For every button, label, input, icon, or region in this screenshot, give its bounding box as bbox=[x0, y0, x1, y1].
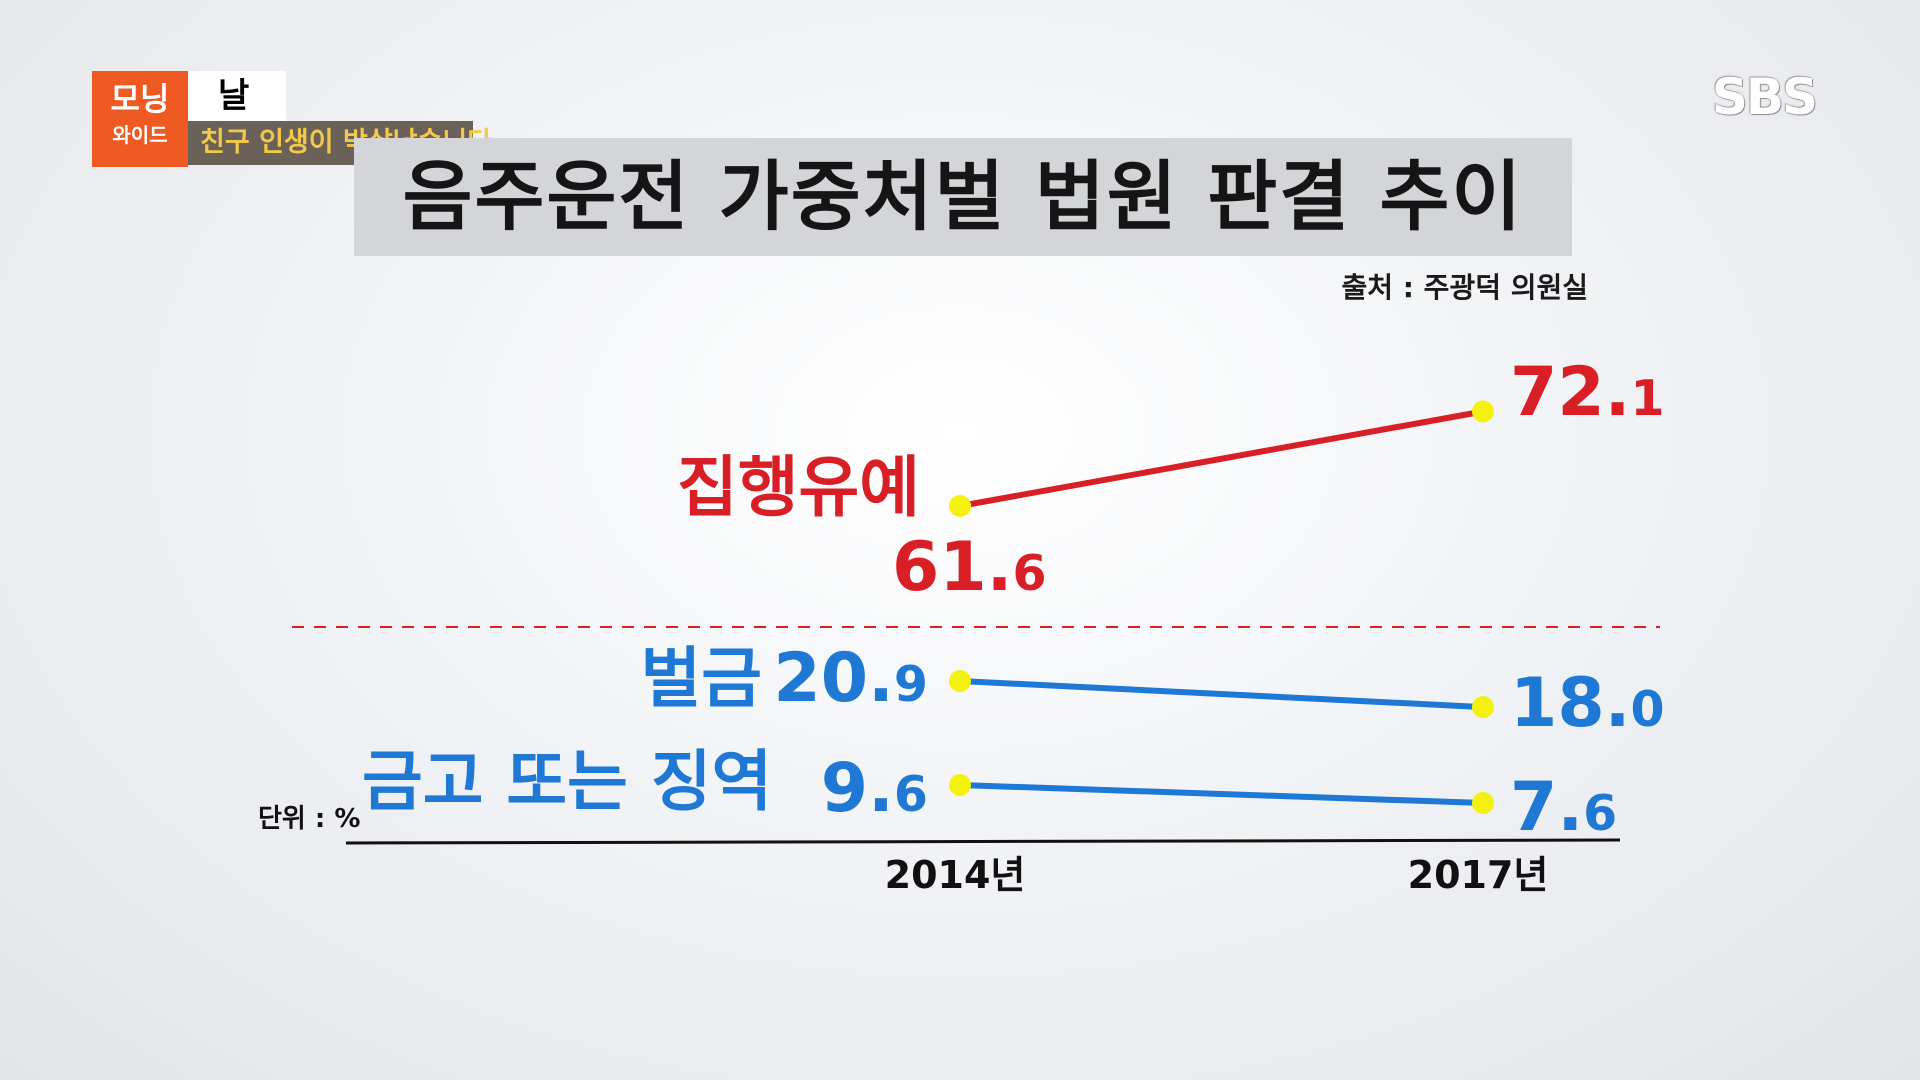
data-point-1-1 bbox=[1472, 696, 1494, 719]
series-line-1 bbox=[957, 678, 1486, 711]
show-segment-label: 날 bbox=[188, 71, 286, 121]
data-point-2-0 bbox=[949, 774, 971, 796]
data-label-2-0: 9.6 bbox=[821, 749, 928, 828]
data-label-0-0: 61.6 bbox=[892, 528, 1047, 607]
chart-title: 음주운전 가중처벌 법원 판결 추이 bbox=[402, 152, 1524, 241]
chart-title-box: 음주운전 가중처벌 법원 판결 추이 bbox=[354, 138, 1572, 256]
data-label-2-1: 7.6 bbox=[1510, 768, 1617, 847]
series-line-0 bbox=[957, 408, 1486, 509]
data-label-0-1: 72.1 bbox=[1510, 353, 1665, 432]
data-point-2-1 bbox=[1472, 792, 1494, 814]
x-tick-label-0: 2014년 bbox=[885, 853, 1026, 897]
data-label-1-0: 20.9 bbox=[773, 639, 928, 718]
series-label-1: 벌금 bbox=[641, 640, 762, 717]
data-label-1-1: 18.0 bbox=[1510, 664, 1665, 743]
chart-source: 출처 : 주광덕 의원실 bbox=[1341, 271, 1588, 304]
show-logo: 모닝 와이드 bbox=[92, 71, 188, 167]
data-point-0-1 bbox=[1472, 400, 1494, 423]
x-axis-line bbox=[345, 838, 1621, 845]
data-point-1-0 bbox=[949, 670, 971, 692]
show-logo-subtitle: 와이드 bbox=[112, 123, 168, 147]
show-logo-title: 모닝 bbox=[110, 80, 170, 118]
series-label-0: 집행유예 bbox=[677, 449, 920, 526]
data-point-0-0 bbox=[949, 495, 971, 517]
unit-label: 단위 : % bbox=[258, 804, 360, 834]
broadcaster-logo: SBS bbox=[1711, 68, 1818, 126]
series-line-2 bbox=[957, 782, 1486, 806]
x-tick-label-1: 2017년 bbox=[1408, 853, 1549, 897]
series-label-2: 금고 또는 징역 bbox=[362, 743, 772, 820]
